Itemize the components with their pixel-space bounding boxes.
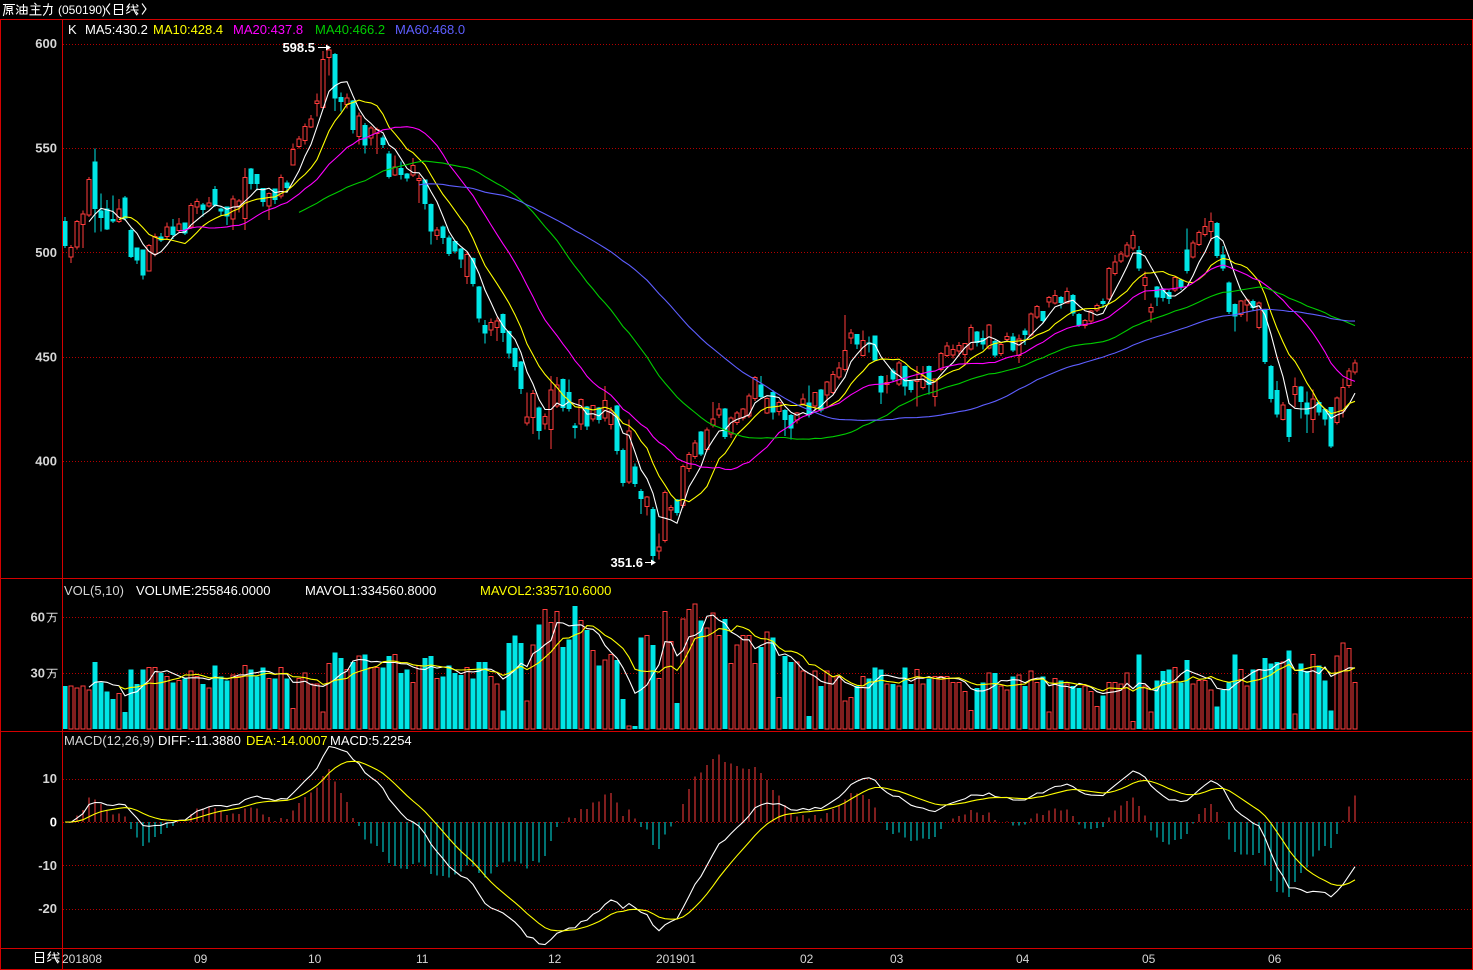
svg-text:201808: 201808: [62, 952, 102, 966]
svg-text:30: 30: [31, 665, 45, 680]
svg-text:09: 09: [194, 952, 208, 966]
svg-text:MAVOL2:335710.6000: MAVOL2:335710.6000: [480, 583, 611, 598]
svg-text:-20: -20: [38, 901, 57, 916]
svg-text:VOL(5,10): VOL(5,10): [64, 583, 124, 598]
svg-text:201901: 201901: [656, 952, 696, 966]
svg-text:MA10:428.4: MA10:428.4: [153, 22, 223, 37]
svg-text:598.5: 598.5: [282, 40, 315, 55]
svg-text:02: 02: [800, 952, 814, 966]
svg-text:10: 10: [308, 952, 322, 966]
svg-text:10: 10: [43, 771, 57, 786]
svg-text:DIFF:-11.3880: DIFF:-11.3880: [158, 733, 241, 748]
svg-text:60: 60: [31, 609, 45, 624]
svg-text:450: 450: [35, 349, 57, 364]
svg-text:(050190): (050190): [58, 3, 106, 17]
svg-text:400: 400: [35, 454, 57, 469]
svg-text:351.6: 351.6: [610, 555, 643, 570]
svg-text:0: 0: [50, 815, 57, 830]
svg-text:05: 05: [1142, 952, 1156, 966]
svg-text:MAVOL1:334560.8000: MAVOL1:334560.8000: [305, 583, 436, 598]
svg-text:MACD:5.2254: MACD:5.2254: [330, 733, 412, 748]
svg-text:11: 11: [416, 952, 429, 966]
svg-text:03: 03: [890, 952, 904, 966]
svg-text:550: 550: [35, 141, 57, 156]
svg-text:MACD(12,26,9): MACD(12,26,9): [64, 733, 154, 748]
svg-text:-10: -10: [38, 858, 57, 873]
svg-text:VOLUME:255846.0000: VOLUME:255846.0000: [136, 583, 270, 598]
svg-text:04: 04: [1016, 952, 1030, 966]
svg-text:DEA:-14.0007: DEA:-14.0007: [246, 733, 328, 748]
svg-text:600: 600: [35, 36, 57, 51]
svg-text:12: 12: [548, 952, 562, 966]
svg-text:06: 06: [1268, 952, 1282, 966]
svg-text:MA60:468.0: MA60:468.0: [395, 22, 465, 37]
svg-text:MA5:430.2: MA5:430.2: [85, 22, 148, 37]
svg-text:MA20:437.8: MA20:437.8: [233, 22, 303, 37]
svg-text:MA40:466.2: MA40:466.2: [315, 22, 385, 37]
svg-text:500: 500: [35, 245, 57, 260]
svg-text:K: K: [68, 22, 77, 37]
